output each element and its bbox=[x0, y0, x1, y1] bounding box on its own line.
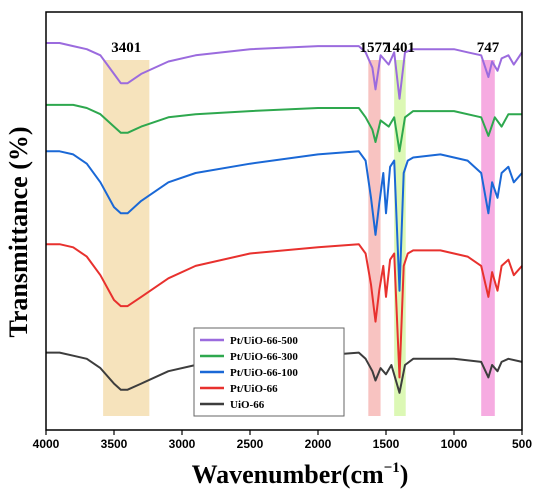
plot-frame bbox=[45, 11, 523, 431]
band-label-747: 747 bbox=[477, 40, 500, 56]
band-3401 bbox=[103, 60, 150, 416]
legend-label: Pt/UiO-66-300 bbox=[230, 351, 298, 363]
band-747 bbox=[481, 60, 495, 416]
highlight-bands bbox=[103, 60, 495, 416]
series-line-uio-66 bbox=[46, 351, 523, 394]
legend-label: UiO-66 bbox=[230, 399, 265, 411]
x-axis-title-sup: −1 bbox=[384, 460, 400, 476]
x-axis-title-close: ) bbox=[400, 460, 409, 489]
x-tick-label: 2500 bbox=[237, 437, 264, 451]
legend-label: Pt/UiO-66-500 bbox=[230, 335, 298, 347]
band-label-1401: 1401 bbox=[385, 40, 415, 56]
x-tick-label: 2000 bbox=[305, 437, 332, 451]
series-line-pt-uio-66-300 bbox=[46, 103, 522, 153]
series-line-pt-uio-66-100 bbox=[46, 150, 523, 292]
legend-label: Pt/UiO-66-100 bbox=[230, 367, 298, 379]
band-label-3401: 3401 bbox=[111, 40, 141, 56]
series-line-pt-uio-66-500 bbox=[46, 42, 523, 100]
x-axis-ticks: 4000 3500 3000 2500 2000 1500 1000 500 bbox=[33, 430, 532, 451]
spectra-lines bbox=[46, 42, 523, 394]
x-axis-title: Wavenumber(cm−1) bbox=[192, 460, 409, 489]
band-1577 bbox=[368, 60, 381, 416]
x-tick-label: 500 bbox=[512, 437, 532, 451]
x-tick-label: 4000 bbox=[33, 437, 60, 451]
band-label-1577: 1577 bbox=[359, 40, 390, 56]
x-tick-label: 3000 bbox=[169, 437, 196, 451]
legend: Pt/UiO-66-500 Pt/UiO-66-300 Pt/UiO-66-100 P… bbox=[193, 327, 345, 417]
band-1401 bbox=[394, 60, 406, 416]
x-axis-title-main: Wavenumber(cm bbox=[192, 460, 384, 489]
x-tick-label: 1500 bbox=[373, 437, 400, 451]
series-line-pt-uio-66 bbox=[46, 243, 523, 379]
legend-label: Pt/UiO-66 bbox=[230, 383, 278, 395]
x-tick-label: 1000 bbox=[441, 437, 468, 451]
x-tick-label: 3500 bbox=[101, 437, 128, 451]
y-axis-title: Transmittance (%) bbox=[4, 126, 33, 337]
